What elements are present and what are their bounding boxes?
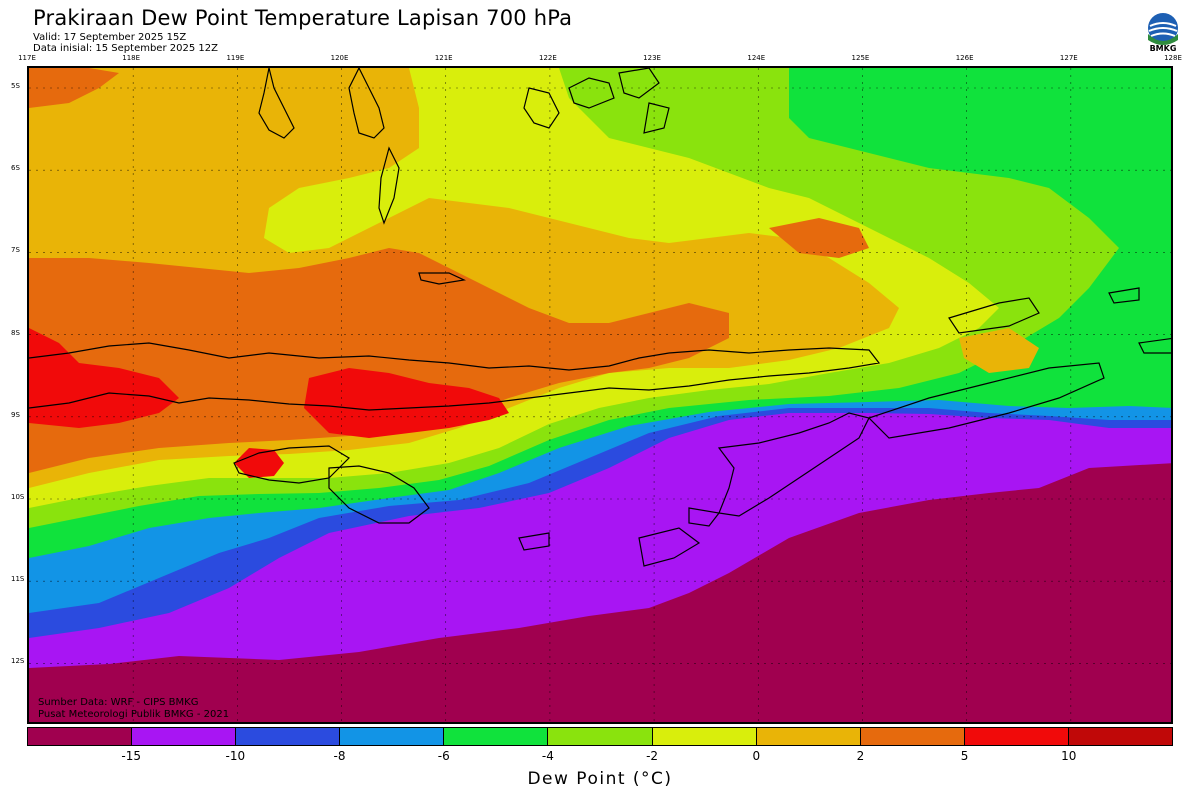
latitude-label: 7S xyxy=(11,246,20,255)
latitude-label: 5S xyxy=(11,82,20,90)
latitude-label: 12S xyxy=(11,657,25,666)
colorbar-tick-label: 0 xyxy=(752,749,761,763)
longitude-label: 117E xyxy=(18,54,36,62)
field-2-to-5-east xyxy=(769,218,869,258)
longitude-label: 124E xyxy=(747,54,766,62)
longitude-label: 127E xyxy=(1059,54,1078,62)
longitude-label: 122E xyxy=(539,54,557,62)
colorbar-tick-label: -15 xyxy=(121,749,141,763)
init-time: Data inisial: 15 September 2025 12Z xyxy=(33,43,218,54)
field-5-to-10-sw xyxy=(234,448,284,478)
colorbar-title: Dew Point (°C) xyxy=(527,769,673,789)
organization-credit: Pusat Meteorologi Publik BMKG - 2021 xyxy=(38,709,230,720)
colorbar-segment xyxy=(964,728,1069,745)
colorbar-segment xyxy=(132,728,237,745)
longitude-label: 125E xyxy=(851,54,870,62)
longitude-label: 119E xyxy=(226,54,245,62)
field-5-to-10-center xyxy=(304,368,509,438)
colorbar-segment xyxy=(340,728,445,745)
longitude-label: 118E xyxy=(122,54,141,62)
colorbar-segment xyxy=(652,728,757,745)
valid-time: Valid: 17 September 2025 15Z xyxy=(33,32,187,43)
colorbar-segment xyxy=(1068,728,1173,745)
colorbar-segment xyxy=(236,728,341,745)
colorbar-tick-label: -4 xyxy=(541,749,554,763)
colorbar-tick-label: 10 xyxy=(1061,749,1077,763)
longitude-label: 126E xyxy=(955,54,974,62)
coastline-outlines xyxy=(29,68,1171,567)
logo-text: BMKG xyxy=(1149,44,1177,53)
latitude-label: 8S xyxy=(11,328,20,337)
latitude-label: 9S xyxy=(11,410,20,419)
colorbar-tick-label: 2 xyxy=(856,749,865,763)
graticule-grid xyxy=(29,68,1171,722)
colorbar-tick-label: 5 xyxy=(960,749,969,763)
longitude-label: 128E xyxy=(1164,54,1182,62)
colorbar-tick-label: -10 xyxy=(225,749,246,763)
longitude-label: 123E xyxy=(643,54,661,62)
colorbar-segment xyxy=(548,728,653,745)
dew-point-map xyxy=(27,66,1173,724)
colorbar-segment xyxy=(860,728,965,745)
colorbar-segment xyxy=(444,728,549,745)
longitude-label: 121E xyxy=(434,54,453,62)
latitude-label: 6S xyxy=(11,164,20,173)
colorbar xyxy=(27,727,1173,746)
field-0-to-2-east xyxy=(959,328,1039,373)
field-2-to-5-nw xyxy=(29,68,119,108)
colorbar-tick-label: -8 xyxy=(333,749,346,763)
colorbar-segment xyxy=(28,728,133,745)
colorbar-tick-label: -6 xyxy=(437,749,450,763)
colorbar-tick-label: -2 xyxy=(646,749,659,763)
bmkg-logo xyxy=(1143,10,1183,56)
colorbar-segment xyxy=(756,728,861,745)
data-source-credit: Sumber Data: WRF - CIPS BMKG xyxy=(38,697,199,708)
map-title: Prakiraan Dew Point Temperature Lapisan … xyxy=(33,6,573,30)
latitude-label: 11S xyxy=(11,575,25,584)
longitude-label: 120E xyxy=(330,54,349,62)
latitude-label: 10S xyxy=(11,493,25,501)
